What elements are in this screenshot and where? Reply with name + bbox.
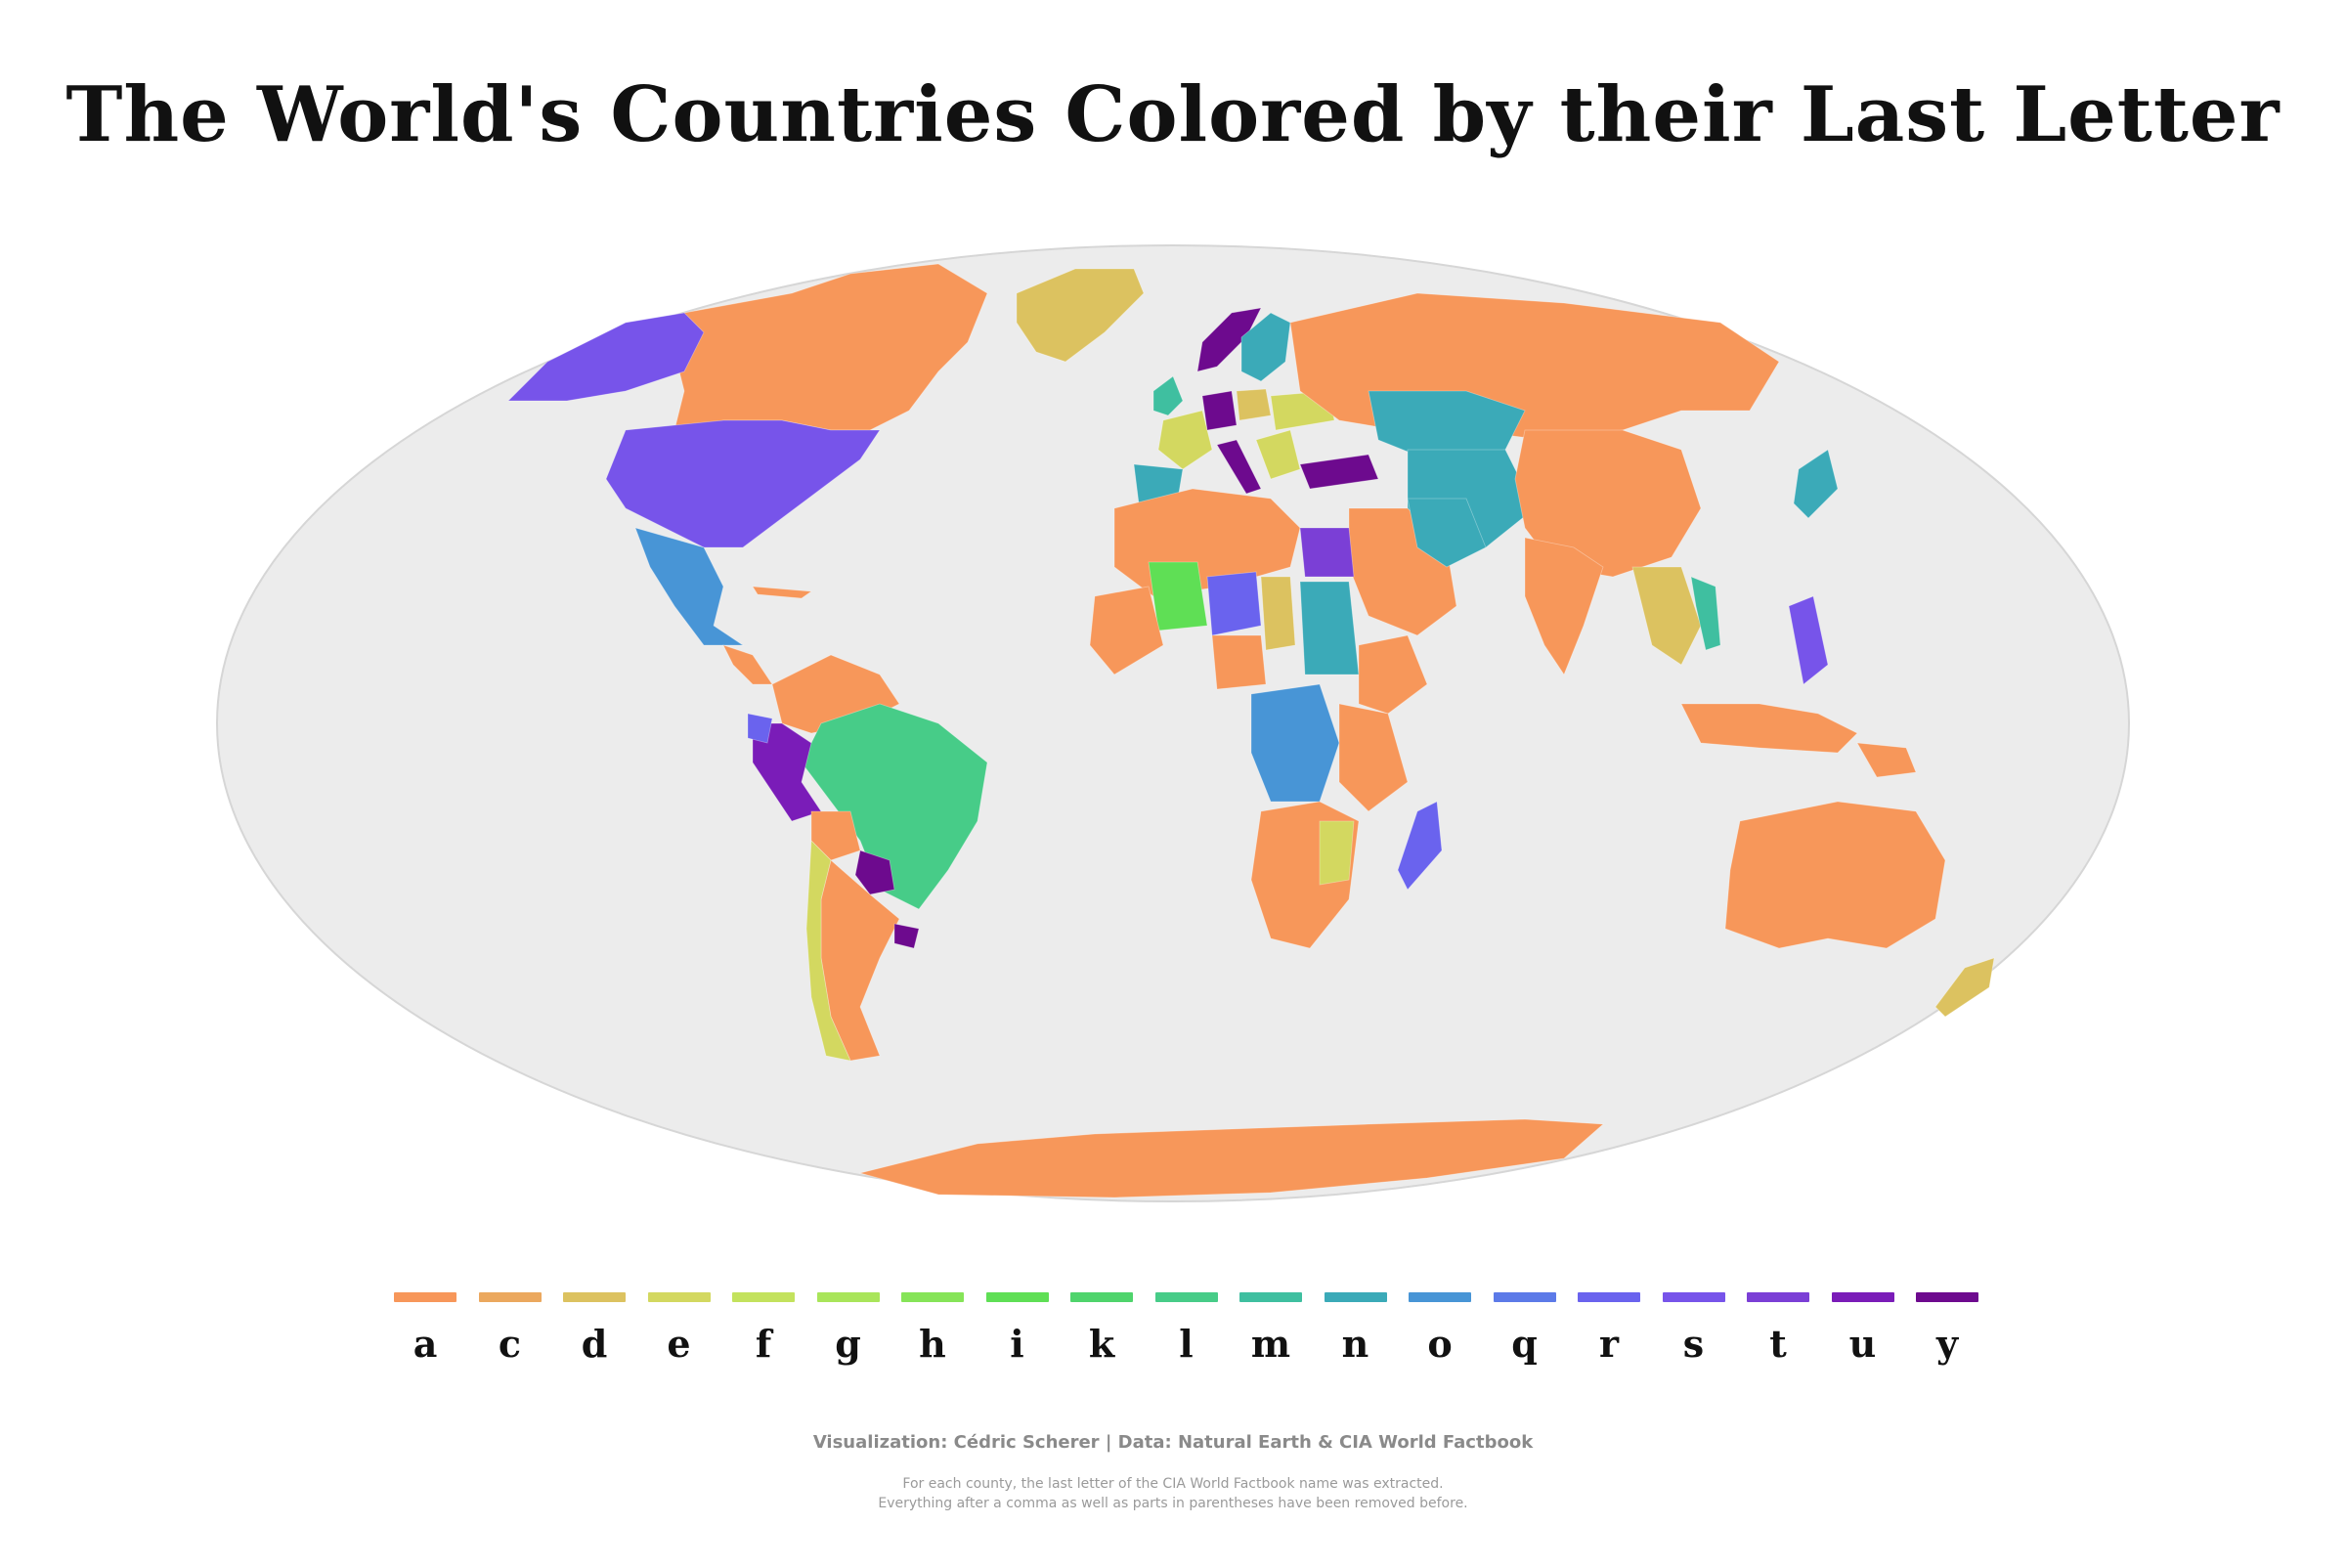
- country-mali: [1148, 561, 1208, 632]
- country-ecuador: [747, 713, 773, 744]
- country-sudan: [1299, 581, 1360, 675]
- country-usa: [605, 419, 881, 548]
- country-west-africa: [1089, 586, 1164, 675]
- country-mexico: [634, 527, 745, 646]
- country-uk: [1152, 375, 1184, 416]
- legend-label-n: n: [1341, 1322, 1369, 1366]
- country-egypt: [1299, 527, 1355, 578]
- country-madagascar: [1397, 801, 1443, 891]
- legend-swatch-u: [1831, 1292, 1894, 1302]
- legend-swatch-c: [478, 1292, 542, 1302]
- legend-swatch-r: [1578, 1292, 1640, 1302]
- legend-swatch-o: [1409, 1292, 1471, 1302]
- country-cuba: [752, 586, 813, 599]
- method-note: For each county, the last letter of the …: [0, 1474, 2346, 1513]
- country-ethiopia: [1358, 634, 1428, 715]
- country-iran: [1407, 498, 1487, 568]
- country-antarctica: [858, 1118, 1604, 1198]
- country-vietnam: [1690, 576, 1721, 651]
- country-japan: [1793, 449, 1839, 519]
- legend-label-h: h: [919, 1322, 946, 1366]
- legend-label-m: m: [1250, 1322, 1291, 1366]
- legend-label-e: e: [667, 1322, 691, 1366]
- country-new-zealand: [1934, 957, 1995, 1018]
- country-brazil: [801, 703, 988, 910]
- legend-label-a: a: [413, 1322, 438, 1366]
- country-germany: [1201, 390, 1238, 431]
- legend-swatch-s: [1662, 1292, 1725, 1302]
- method-note-line-1: For each county, the last letter of the …: [902, 1476, 1444, 1492]
- legend-label-o: o: [1427, 1322, 1453, 1366]
- country-balkans: [1255, 429, 1301, 480]
- legend-swatch-t: [1747, 1292, 1809, 1302]
- legend-swatch-k: [1070, 1292, 1133, 1302]
- legend-swatch-a: [394, 1292, 456, 1302]
- country-bolivia: [810, 810, 861, 861]
- country-central-america: [722, 644, 773, 685]
- country-niger: [1206, 571, 1262, 636]
- legend-swatch-d: [563, 1292, 626, 1302]
- legend-swatch-n: [1324, 1292, 1387, 1302]
- country-alaska-us: [507, 312, 705, 402]
- legend-label-f: f: [755, 1322, 772, 1366]
- legend-label-i: i: [1010, 1322, 1024, 1366]
- legend-label-k: k: [1088, 1322, 1115, 1366]
- country-france: [1157, 410, 1213, 470]
- legend-swatch-f: [732, 1292, 795, 1302]
- legend-swatch-e: [647, 1292, 711, 1302]
- country-chad: [1260, 576, 1296, 651]
- legend-swatch-i: [985, 1292, 1049, 1302]
- legend-swatch-q: [1493, 1292, 1556, 1302]
- country-australia: [1724, 801, 1946, 949]
- legend-swatch-m: [1239, 1292, 1302, 1302]
- country-uruguay: [893, 923, 920, 949]
- legend-label-s: s: [1682, 1322, 1705, 1366]
- legend-label-c: c: [498, 1322, 522, 1366]
- legend-label-q: q: [1511, 1322, 1538, 1366]
- legend-label-r: r: [1598, 1322, 1620, 1366]
- country-indonesia: [1680, 703, 1858, 754]
- country-southeast-asia: [1631, 566, 1702, 666]
- country-turkey: [1299, 454, 1379, 490]
- country-east-africa: [1338, 703, 1409, 812]
- legend-label-t: t: [1769, 1322, 1787, 1366]
- country-philippines: [1788, 595, 1829, 685]
- method-note-line-2: Everything after a comma as well as part…: [878, 1496, 1468, 1511]
- legend-swatch-l: [1154, 1292, 1218, 1302]
- country-india: [1524, 537, 1604, 675]
- legend-swatch-y: [1916, 1292, 1978, 1302]
- legend-label-l: l: [1179, 1322, 1194, 1366]
- country-sweden-finland: [1240, 312, 1291, 382]
- country-mozambique: [1319, 820, 1355, 886]
- legend-swatch-g: [816, 1292, 880, 1302]
- credit-text: Visualization: Cédric Scherer | Data: Na…: [812, 1432, 1534, 1453]
- country-nigeria: [1211, 634, 1267, 690]
- country-papua-new-guinea: [1856, 742, 1917, 778]
- country-greenland: [1016, 268, 1145, 363]
- legend-swatch-h: [901, 1292, 964, 1302]
- map-title: The World's Countries Colored by their L…: [65, 70, 2281, 159]
- country-canada: [673, 263, 988, 431]
- legend-label-y: y: [1935, 1322, 1959, 1366]
- legend-label-d: d: [581, 1322, 608, 1366]
- legend-label-g: g: [835, 1322, 861, 1366]
- country-chile: [805, 840, 851, 1062]
- country-poland: [1236, 388, 1272, 421]
- country-italy: [1216, 439, 1262, 495]
- legend-label-u: u: [1848, 1322, 1877, 1366]
- country-paraguay: [854, 849, 895, 895]
